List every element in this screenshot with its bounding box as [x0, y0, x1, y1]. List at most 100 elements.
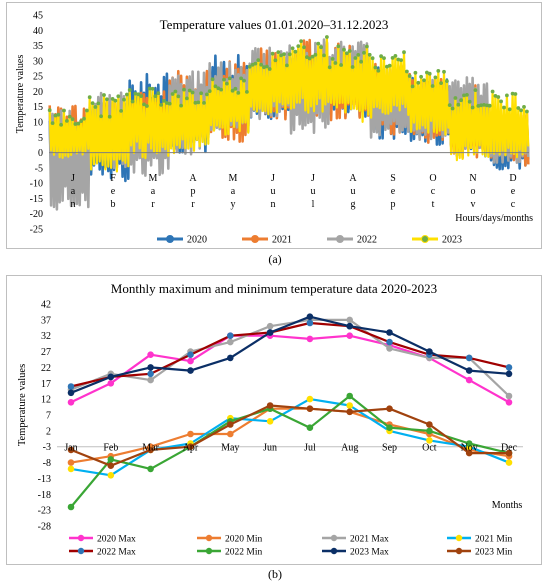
y-tick-label: 27	[41, 347, 51, 358]
month-label-letter: r	[191, 199, 195, 210]
y-tick-label: 0	[38, 148, 43, 159]
point-2023	[376, 68, 381, 73]
point-2023	[210, 77, 215, 82]
point-2023	[513, 92, 518, 96]
point-2023	[456, 102, 461, 107]
point-2022-min	[426, 427, 433, 435]
legend-label-2023-max: 2023 Max	[350, 548, 389, 558]
point-2023	[233, 86, 238, 91]
point-2023	[419, 74, 423, 79]
point-2023	[262, 65, 266, 70]
month-label-letter: r	[151, 199, 155, 210]
month-label-letter: a	[71, 186, 76, 197]
point-2021-min	[266, 418, 274, 425]
point-2023	[436, 69, 441, 73]
point-2023	[342, 47, 346, 52]
point-2023	[150, 86, 155, 91]
point-2021-max	[227, 338, 234, 346]
point-2021-min	[426, 437, 433, 444]
y-tick-label: -13	[38, 474, 51, 485]
x-tick-label: Nov	[461, 443, 478, 454]
point-2020-max	[346, 332, 354, 339]
point-2020-min	[187, 430, 194, 438]
point-2020-max	[107, 380, 115, 387]
y-tick-label: 15	[33, 102, 43, 113]
point-2022-max	[187, 351, 194, 358]
point-2023	[302, 45, 306, 50]
y-tick-label: 35	[33, 41, 43, 52]
point-2022-max	[147, 370, 154, 378]
x-tick-label: Jun	[263, 443, 277, 454]
point-2023	[153, 94, 158, 98]
point-2023	[522, 105, 526, 109]
chart-b-xlabel: Months	[492, 500, 523, 511]
legend-marker-2020-min	[205, 534, 213, 542]
point-2023	[202, 101, 206, 105]
point-2021-min	[107, 472, 115, 479]
point-2023	[73, 122, 78, 126]
point-2023	[179, 103, 184, 108]
point-2023	[485, 103, 489, 108]
point-2022-max	[67, 383, 75, 390]
y-tick-label: 30	[33, 56, 43, 67]
point-2023	[82, 116, 86, 121]
point-2023	[102, 93, 106, 97]
x-tick-label: Sep	[382, 443, 397, 454]
point-2023	[170, 92, 175, 96]
x-tick-label: Mar	[142, 443, 159, 454]
point-2023	[465, 93, 469, 97]
point-2023	[305, 55, 309, 59]
legend-marker-2020	[166, 235, 174, 243]
month-label-letter: e	[511, 186, 516, 197]
y-tick-label: 37	[41, 315, 51, 326]
point-2021-min	[306, 395, 314, 403]
point-2023	[142, 102, 146, 107]
legend-marker-2022-min	[205, 547, 213, 555]
point-2020-max	[465, 376, 473, 384]
y-tick-label: 22	[41, 363, 51, 374]
point-2023	[319, 45, 323, 50]
point-2023	[442, 69, 446, 74]
point-2023	[182, 87, 186, 92]
point-2020-min	[67, 459, 75, 466]
legend-label-2020-min: 2020 Min	[225, 535, 262, 545]
series-line-2020-min	[70, 407, 510, 464]
legend-b: 2020 Max 2020 Min 2021 Max 2021 Min 2022 Max…	[69, 535, 512, 558]
point-2023	[96, 101, 101, 106]
point-2023	[245, 90, 249, 94]
x-tick-label: Aug	[341, 443, 358, 454]
point-2023	[525, 109, 529, 114]
legend-label-2023: 2023	[442, 235, 462, 246]
series-line-2023-max	[70, 315, 510, 394]
point-2023	[196, 100, 201, 105]
month-label-letter: l	[312, 199, 315, 210]
legend-label-2022-max: 2022 Max	[97, 548, 136, 558]
x-tick-label: Jul	[304, 443, 316, 454]
y-tick-label: 10	[33, 118, 43, 129]
point-2023	[119, 109, 123, 113]
month-label-letter: c	[511, 199, 516, 210]
month-label-letter: N	[469, 173, 476, 184]
point-2021-max	[147, 376, 154, 384]
point-2023	[87, 95, 92, 100]
point-2023	[276, 50, 281, 54]
point-2023	[330, 57, 335, 61]
chart-panel-a: Temperature values 01.01.2020–31.12.2023…	[6, 2, 542, 249]
point-2023	[365, 44, 369, 49]
legend-label-2022-min: 2022 Min	[225, 548, 262, 558]
point-2022-min	[386, 424, 393, 431]
point-2020-max	[505, 399, 513, 406]
point-2023	[199, 91, 204, 96]
point-2023-min	[107, 462, 115, 469]
point-2022-min	[465, 440, 473, 447]
point-2023	[130, 99, 135, 104]
point-2023	[316, 41, 321, 46]
legend-marker-2023-min	[455, 547, 463, 555]
point-2023	[493, 94, 498, 98]
point-2023	[479, 103, 483, 108]
point-2023	[156, 91, 161, 96]
x-tick-label: Dec	[501, 443, 518, 454]
point-2020-min	[227, 430, 234, 438]
point-2023	[56, 112, 61, 117]
y-tick-label: -25	[30, 225, 43, 236]
